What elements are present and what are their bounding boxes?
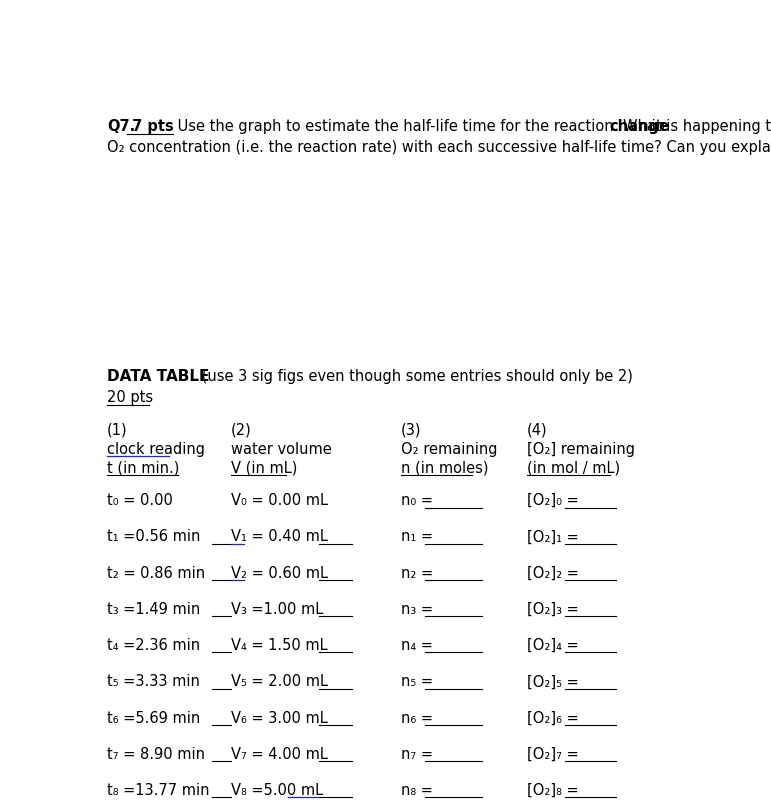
- Text: Q7.: Q7.: [107, 119, 136, 134]
- Text: [O₂]₆ =: [O₂]₆ =: [527, 710, 578, 726]
- Text: V₀ = 0.00 mL: V₀ = 0.00 mL: [231, 493, 328, 508]
- Text: (2): (2): [231, 423, 251, 438]
- Text: n₄ =: n₄ =: [401, 638, 433, 653]
- Text: V₁ = 0.40 mL: V₁ = 0.40 mL: [231, 530, 328, 544]
- Text: t₁ =0.56 min: t₁ =0.56 min: [107, 530, 200, 544]
- Text: water volume: water volume: [231, 442, 332, 457]
- Text: V₅ = 2.00 mL: V₅ = 2.00 mL: [231, 674, 328, 689]
- Text: t₂ = 0.86 min: t₂ = 0.86 min: [107, 566, 205, 581]
- Text: V₃ =1.00 mL: V₃ =1.00 mL: [231, 602, 323, 617]
- Text: [O₂]₁ =: [O₂]₁ =: [527, 530, 578, 544]
- Text: [O₂]₃ =: [O₂]₃ =: [527, 602, 578, 617]
- Text: t₄ =2.36 min: t₄ =2.36 min: [107, 638, 200, 653]
- Text: t₆ =5.69 min: t₆ =5.69 min: [107, 710, 200, 726]
- Text: t (in min.): t (in min.): [107, 461, 180, 476]
- Text: O₂ remaining: O₂ remaining: [401, 442, 497, 457]
- Text: [O₂]₄ =: [O₂]₄ =: [527, 638, 578, 653]
- Text: clock reading: clock reading: [107, 442, 205, 457]
- Text: n₈ =: n₈ =: [401, 783, 433, 798]
- Text: V (in mL): V (in mL): [231, 461, 297, 476]
- Text: [O₂]₇ =: [O₂]₇ =: [527, 747, 578, 762]
- Text: n₃ =: n₃ =: [401, 602, 433, 617]
- Text: [O₂] remaining: [O₂] remaining: [527, 442, 635, 457]
- Text: in: in: [647, 119, 665, 134]
- Text: t₈ =13.77 min: t₈ =13.77 min: [107, 783, 210, 798]
- Text: n₂ =: n₂ =: [401, 566, 433, 581]
- Text: V₆ = 3.00 mL: V₆ = 3.00 mL: [231, 710, 328, 726]
- Text: [O₂]₂ =: [O₂]₂ =: [527, 566, 578, 581]
- Text: (4): (4): [527, 423, 547, 438]
- Text: t₅ =3.33 min: t₅ =3.33 min: [107, 674, 200, 689]
- Text: change: change: [609, 119, 669, 134]
- Text: V₈ =5.00 mL: V₈ =5.00 mL: [231, 783, 323, 798]
- Text: t₇ = 8.90 min: t₇ = 8.90 min: [107, 747, 205, 762]
- Text: V₂ = 0.60 mL: V₂ = 0.60 mL: [231, 566, 328, 581]
- Text: n₁ =: n₁ =: [401, 530, 433, 544]
- Text: (1): (1): [107, 423, 128, 438]
- Text: n₅ =: n₅ =: [401, 674, 433, 689]
- Text: (use 3 sig figs even though some entries should only be 2): (use 3 sig figs even though some entries…: [197, 369, 633, 384]
- Text: [O₂]₀ =: [O₂]₀ =: [527, 493, 578, 508]
- Text: DATA TABLE: DATA TABLE: [107, 369, 210, 384]
- Text: V₄ = 1.50 mL: V₄ = 1.50 mL: [231, 638, 328, 653]
- Text: (in mol / mL): (in mol / mL): [527, 461, 620, 476]
- Text: [O₂]₈ =: [O₂]₈ =: [527, 783, 578, 798]
- Text: [O₂]₅ =: [O₂]₅ =: [527, 674, 578, 689]
- Text: n₇ =: n₇ =: [401, 747, 433, 762]
- Text: t₀ = 0.00: t₀ = 0.00: [107, 493, 173, 508]
- Text: O₂ concentration (i.e. the reaction rate) with each successive half-life time? C: O₂ concentration (i.e. the reaction rate…: [107, 139, 771, 155]
- Text: 20 pts: 20 pts: [107, 390, 153, 406]
- Text: 7 pts: 7 pts: [127, 119, 173, 134]
- Text: (3): (3): [401, 423, 422, 438]
- Text: n₀ =: n₀ =: [401, 493, 433, 508]
- Text: n₆ =: n₆ =: [401, 710, 433, 726]
- Text: V₇ = 4.00 mL: V₇ = 4.00 mL: [231, 747, 328, 762]
- Text: t₃ =1.49 min: t₃ =1.49 min: [107, 602, 200, 617]
- Text: Use the graph to estimate the half-life time for the reaction. What is happening: Use the graph to estimate the half-life …: [173, 119, 771, 134]
- Text: n (in moles): n (in moles): [401, 461, 489, 476]
